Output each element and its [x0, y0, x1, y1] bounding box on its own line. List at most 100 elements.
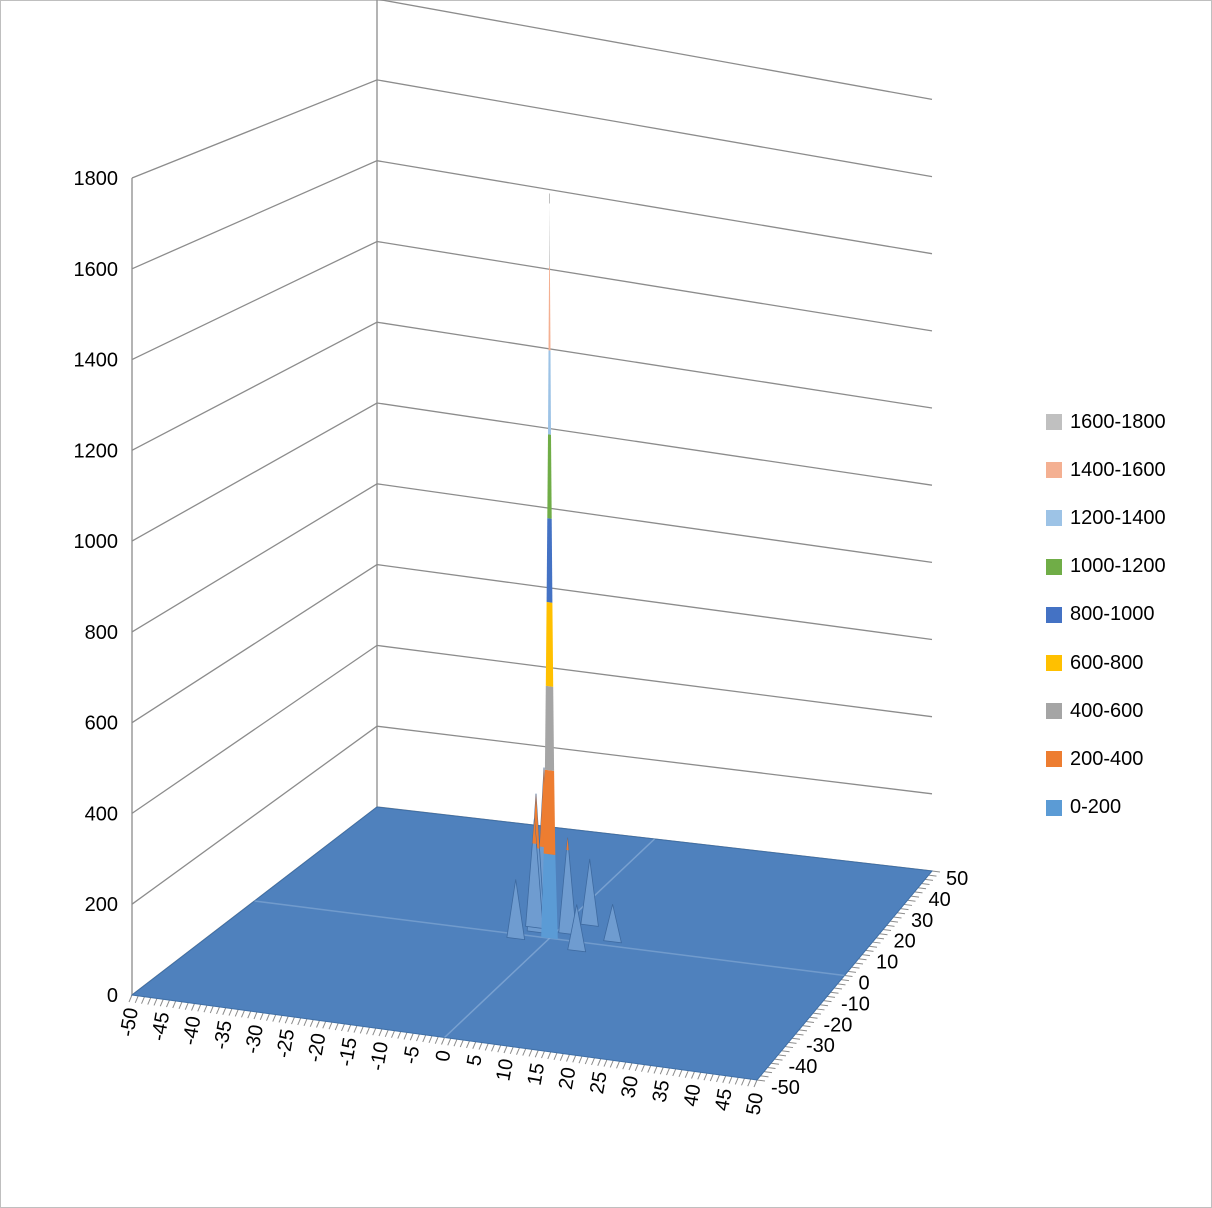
depth-axis-minor-tick — [788, 1041, 797, 1044]
depth-axis-tick-label: -20 — [824, 1014, 853, 1036]
front-axis-minor-tick — [347, 1024, 352, 1032]
front-axis-minor-tick — [372, 1027, 377, 1036]
front-axis-tick-label: -10 — [366, 1040, 393, 1072]
front-axis-ticks: -50 -45 -40 -35 -30 -25 -20 -15 -10 -5 0 5 10 15 20 25 3… — [116, 1006, 768, 1117]
front-axis-minor-tick — [191, 1003, 195, 1011]
surface-spike — [558, 837, 577, 936]
front-axis-minor-tick — [678, 1069, 683, 1077]
depth-axis-minor-tick — [830, 991, 839, 994]
front-axis-minor-tick — [384, 1029, 389, 1038]
front-axis-minor-tick — [141, 996, 145, 1004]
legend-swatch — [1046, 703, 1062, 720]
surface-floor — [130, 806, 933, 1081]
depth-axis-minor-tick — [767, 1066, 776, 1069]
depth-axis-minor-tick — [777, 1054, 787, 1057]
front-axis-minor-tick — [291, 1016, 295, 1025]
depth-axis-minor-tick — [847, 970, 857, 973]
front-axis-minor-tick — [653, 1066, 658, 1074]
depth-axis-tick-label: -50 — [771, 1077, 800, 1099]
depth-axis-tick-label: 30 — [911, 910, 933, 932]
legend-item: 1600-1800 — [1046, 398, 1166, 446]
main-peak-band — [547, 434, 552, 519]
front-axis-tick-label: -35 — [210, 1019, 237, 1051]
vertical-axis-tick-label: 200 — [85, 894, 118, 916]
front-axis-minor-tick — [741, 1078, 745, 1086]
front-axis-minor-tick — [266, 1013, 270, 1021]
front-axis-minor-tick — [484, 1043, 489, 1051]
legend-label: 1200-1400 — [1070, 506, 1166, 529]
main-peak-band — [541, 853, 558, 940]
front-axis-minor-tick — [309, 1019, 314, 1027]
depth-axis-minor-tick — [760, 1075, 769, 1078]
front-axis-minor-tick — [203, 1005, 208, 1013]
legend-item: 1200-1400 — [1046, 494, 1166, 542]
front-axis-tick-label: -30 — [241, 1023, 268, 1055]
depth-axis-minor-tick — [826, 995, 836, 998]
front-axis-minor-tick — [634, 1063, 639, 1072]
vertical-axis-ticks: 0 200 400 600 800 1000 1200 1400 1600 1800 — [74, 168, 119, 1007]
depth-axis-minor-tick — [812, 1012, 822, 1015]
depth-axis-minor-tick — [928, 874, 937, 877]
front-axis-minor-tick — [259, 1012, 264, 1021]
legend: 1600-1800 1400-1600 1200-1400 1000-1200 800-… — [1046, 398, 1166, 832]
legend-label: 800-1000 — [1070, 603, 1155, 626]
depth-axis-minor-tick — [809, 1016, 818, 1019]
front-axis-minor-tick — [416, 1033, 420, 1042]
front-axis-minor-tick — [441, 1037, 445, 1045]
front-axis-minor-tick — [478, 1042, 483, 1050]
depth-axis-minor-tick — [924, 878, 934, 881]
depth-axis-minor-tick — [896, 912, 906, 915]
front-axis-minor-tick — [691, 1071, 695, 1079]
depth-axis-minor-tick — [795, 1033, 804, 1036]
front-axis-minor-tick — [641, 1064, 645, 1072]
front-axis-minor-tick — [159, 999, 164, 1007]
gridline-1600 — [131, 160, 933, 270]
legend-item: 1400-1600 — [1046, 446, 1166, 494]
front-axis-minor-tick — [684, 1070, 689, 1078]
front-axis-minor-tick — [522, 1048, 527, 1056]
front-axis-minor-tick — [709, 1073, 714, 1082]
vertical-axis-tick-label: 1200 — [74, 440, 119, 462]
front-axis-minor-tick — [209, 1005, 214, 1014]
legend-swatch — [1046, 751, 1062, 768]
legend-swatch — [1046, 462, 1062, 479]
legend-swatch — [1046, 606, 1062, 623]
front-axis-minor-tick — [128, 994, 133, 1003]
vertical-axis-tick-label: 800 — [85, 622, 118, 644]
depth-axis-minor-tick — [886, 924, 895, 927]
gridline-1800 — [131, 79, 933, 179]
front-axis-tick-label: 20 — [555, 1066, 581, 1092]
front-axis-tick-label: 15 — [524, 1061, 550, 1087]
front-axis-tick-label: 25 — [586, 1070, 612, 1096]
axes — [128, 0, 941, 1088]
main-peak-band — [548, 266, 551, 351]
depth-axis-minor-tick — [837, 983, 846, 986]
front-axis-minor-tick — [516, 1047, 520, 1055]
main-peak-band — [548, 350, 551, 435]
depth-axis-minor-tick — [805, 1020, 815, 1023]
depth-axis-minor-tick — [784, 1046, 794, 1049]
front-axis-minor-tick — [666, 1067, 670, 1076]
legend-label: 1600-1800 — [1070, 410, 1166, 433]
gridline-1200 — [131, 321, 933, 451]
legend-label: 200-400 — [1070, 747, 1144, 770]
legend-item: 1000-1200 — [1046, 543, 1166, 591]
front-axis-minor-tick — [566, 1054, 570, 1062]
front-axis-tick-label: 50 — [742, 1091, 768, 1117]
front-axis-minor-tick — [241, 1010, 245, 1018]
front-axis-minor-tick — [178, 1001, 183, 1009]
depth-axis-minor-tick — [907, 899, 916, 902]
main-peak-band — [544, 685, 555, 771]
legend-swatch — [1046, 414, 1062, 431]
front-axis-minor-tick — [503, 1045, 508, 1054]
front-axis-minor-tick — [228, 1008, 233, 1016]
front-axis-minor-tick — [572, 1055, 577, 1063]
front-axis-tick-label: -5 — [399, 1044, 424, 1065]
gridline-1400 — [131, 240, 933, 361]
front-axis-minor-tick — [409, 1033, 414, 1041]
front-axis-tick-label: -20 — [304, 1032, 331, 1064]
front-axis-minor-tick — [491, 1044, 495, 1052]
gridline-400 — [131, 644, 933, 814]
surface-spike — [603, 904, 622, 944]
front-axis-minor-tick — [753, 1079, 758, 1088]
